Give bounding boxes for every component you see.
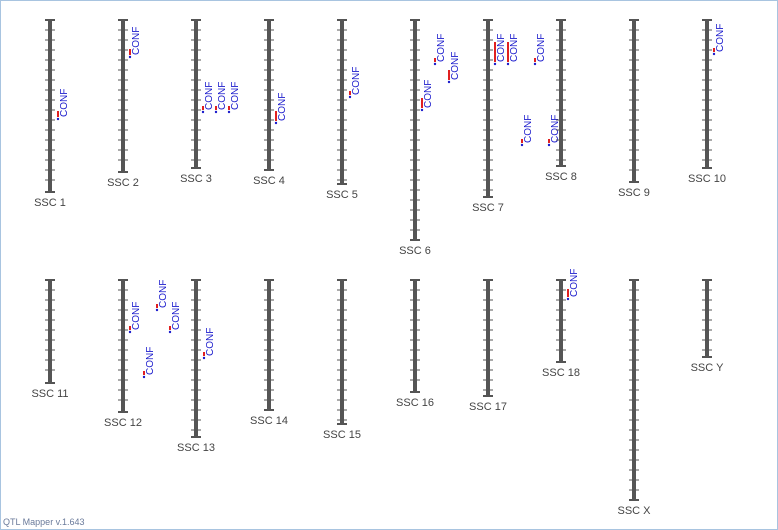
chromosome-label: SSC 14	[250, 415, 288, 427]
qtl-peak	[420, 108, 424, 112]
qtl-label: CONF	[523, 115, 534, 143]
qtl-label: CONF	[550, 115, 561, 143]
qtl-peak	[520, 143, 524, 147]
chromosome-label: SSC 11	[31, 388, 68, 400]
qtl-label: CONF	[217, 82, 228, 110]
qtl-peak	[506, 62, 510, 66]
chromosome-label: SSC 4	[253, 175, 285, 187]
qtl-label: CONF	[450, 52, 461, 80]
qtl-label: CONF	[496, 34, 507, 62]
qtl-label: CONF	[145, 347, 156, 375]
qtl-peak	[128, 55, 132, 59]
chromosome-label: SSC 13	[177, 442, 215, 454]
footer: QTL Mapper v.1.643	[3, 517, 85, 527]
qtl-label: CONF	[569, 269, 580, 297]
chromosome-label: SSC 5	[326, 189, 358, 201]
chromosome-label: SSC X	[617, 505, 651, 517]
qtl-label: CONF	[204, 82, 215, 110]
chromosome-label: SSC 1	[34, 197, 66, 209]
qtl-peak	[533, 62, 537, 66]
qtl-peak	[214, 110, 218, 114]
chromosome-label: SSC 8	[545, 171, 577, 183]
qtl-peak	[712, 52, 716, 56]
chromosome-label: SSC 6	[399, 245, 431, 257]
qtl-peak	[274, 121, 278, 125]
chromosome-label: SSC Y	[691, 362, 724, 374]
chromosome-label: SSC 9	[618, 187, 650, 199]
chromosome-label: SSC 12	[104, 417, 142, 429]
qtl-label: CONF	[171, 302, 182, 330]
qtl-label: CONF	[230, 82, 241, 110]
qtl-label: CONF	[715, 24, 726, 52]
chromosome-label: SSC 16	[396, 397, 434, 409]
qtl-label: CONF	[423, 80, 434, 108]
qtl-peak	[56, 117, 60, 121]
qtl-peak	[493, 62, 497, 66]
qtl-label: CONF	[277, 93, 288, 121]
qtl-label: CONF	[205, 328, 216, 356]
qtl-peak	[348, 95, 352, 99]
chromosome-label: SSC 15	[323, 429, 361, 441]
chromosome-label: SSC 7	[472, 202, 504, 214]
qtl-label: CONF	[351, 67, 362, 95]
qtl-peak	[566, 297, 570, 301]
qtl-peak	[168, 330, 172, 334]
qtl-label: CONF	[59, 89, 70, 117]
chromosome-label: SSC 18	[542, 367, 580, 379]
chromosome-label: SSC 2	[107, 177, 139, 189]
qtl-peak	[447, 80, 451, 84]
qtl-label: CONF	[509, 34, 520, 62]
qtl-peak	[227, 110, 231, 114]
qtl-peak	[433, 62, 437, 66]
qtl-peak	[202, 356, 206, 360]
chromosome-label: SSC 17	[469, 401, 507, 413]
chromosome-label: SSC 3	[180, 173, 212, 185]
qtl-label: CONF	[131, 27, 142, 55]
qtl-peak	[547, 143, 551, 147]
qtl-peak	[128, 330, 132, 334]
qtl-label: CONF	[158, 280, 169, 308]
qtl-peak	[201, 110, 205, 114]
qtl-peak	[142, 375, 146, 379]
qtl-label: CONF	[536, 34, 547, 62]
qtl-label: CONF	[131, 302, 142, 330]
qtl-label: CONF	[436, 34, 447, 62]
qtl-peak	[155, 308, 159, 312]
chromosome-label: SSC 10	[688, 173, 726, 185]
